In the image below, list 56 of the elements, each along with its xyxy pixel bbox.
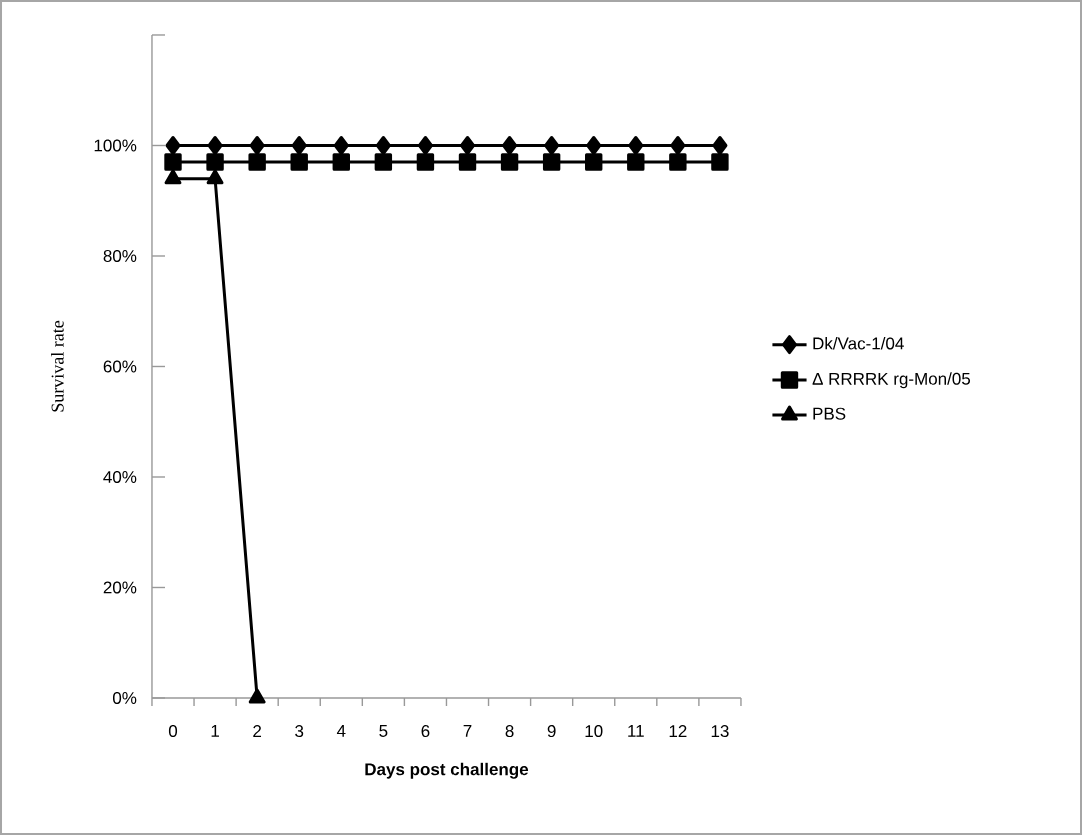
x-tick-label: 4: [336, 725, 346, 737]
point: [502, 135, 518, 155]
point: [375, 135, 391, 155]
y-tick-label: 80%: [103, 249, 137, 262]
y-axis-title: Survival rate: [51, 320, 64, 412]
point: [206, 169, 224, 185]
point: [207, 135, 223, 155]
x-tick-label: 7: [463, 725, 472, 737]
x-tick-label: 2: [253, 725, 262, 737]
x-tick-label: 12: [669, 725, 687, 737]
x-tick-label: 11: [628, 725, 644, 737]
point: [248, 688, 266, 704]
x-tick-label: 6: [421, 725, 430, 738]
y-tick-label: 40%: [103, 470, 137, 483]
y-tick-label: 100%: [94, 139, 137, 152]
point: [248, 153, 266, 171]
x-axis-title: Days post challenge: [365, 762, 529, 779]
point: [500, 153, 519, 171]
point: [374, 153, 393, 171]
point: [586, 135, 602, 155]
x-tick-label: 5: [379, 725, 388, 737]
point: [290, 153, 308, 171]
point: [165, 135, 181, 155]
point: [544, 135, 560, 155]
point: [164, 153, 182, 171]
x-tick-label: 8: [505, 725, 514, 738]
x-tick-label: 3: [295, 725, 304, 738]
point: [542, 153, 561, 171]
point: [458, 153, 477, 171]
point: [585, 153, 603, 171]
point: [333, 135, 349, 155]
point: [627, 153, 645, 171]
x-tick-label: 1: [211, 725, 219, 737]
point: [164, 169, 182, 185]
x-tick-label: 9: [547, 725, 556, 738]
x-tick-label: 13: [711, 725, 729, 738]
point: [628, 135, 644, 155]
point: [669, 153, 687, 171]
y-tick-label: 0%: [112, 691, 137, 704]
x-tick-label: 10: [585, 725, 603, 738]
point: [711, 153, 729, 171]
point: [416, 153, 435, 171]
y-tick-label: 60%: [103, 360, 137, 373]
point: [249, 135, 265, 155]
y-tick-label: 20%: [103, 581, 137, 594]
legend-label: Dk/Vac-1/04: [813, 336, 904, 350]
legend-label: Δ RRRRK rg-Mon/05: [812, 372, 971, 389]
point: [291, 135, 307, 155]
point: [417, 135, 433, 155]
x-tick-label: 0: [168, 725, 178, 738]
point: [332, 153, 350, 171]
legend-label: PBS: [813, 407, 846, 420]
point: [206, 153, 224, 171]
point: [712, 135, 728, 155]
point: [670, 135, 686, 155]
point: [460, 135, 475, 155]
